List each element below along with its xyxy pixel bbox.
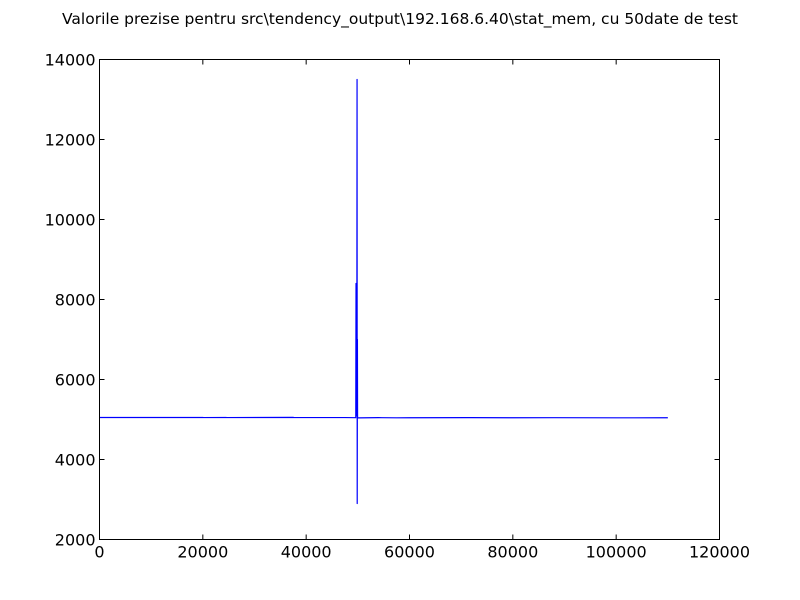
- series-line-0: [99, 78, 668, 505]
- x-tick-label: 80000: [487, 543, 538, 562]
- x-tick-label: 100000: [586, 543, 647, 562]
- x-tick-label: 40000: [281, 543, 332, 562]
- plot-layer: [99, 78, 668, 505]
- x-tick-label: 0: [94, 543, 104, 562]
- y-tick-label: 4000: [55, 451, 96, 470]
- y-tick-label: 6000: [55, 371, 96, 390]
- x-tick-label: 20000: [177, 543, 228, 562]
- y-tick-label: 8000: [55, 291, 96, 310]
- x-tick-label: 60000: [384, 543, 435, 562]
- x-tick-label: 120000: [689, 543, 750, 562]
- chart-title: Valorile prezise pentru src\tendency_out…: [62, 10, 738, 29]
- axis-ticks: 0 20000 40000 60000 80000 100000 120000 2000 400…: [45, 51, 750, 562]
- y-tick-label: 14000: [45, 51, 96, 70]
- plot-area-frame: [99, 59, 720, 540]
- y-tick-label: 2000: [55, 531, 96, 550]
- y-tick-label: 10000: [45, 211, 96, 230]
- y-tick-label: 12000: [45, 131, 96, 150]
